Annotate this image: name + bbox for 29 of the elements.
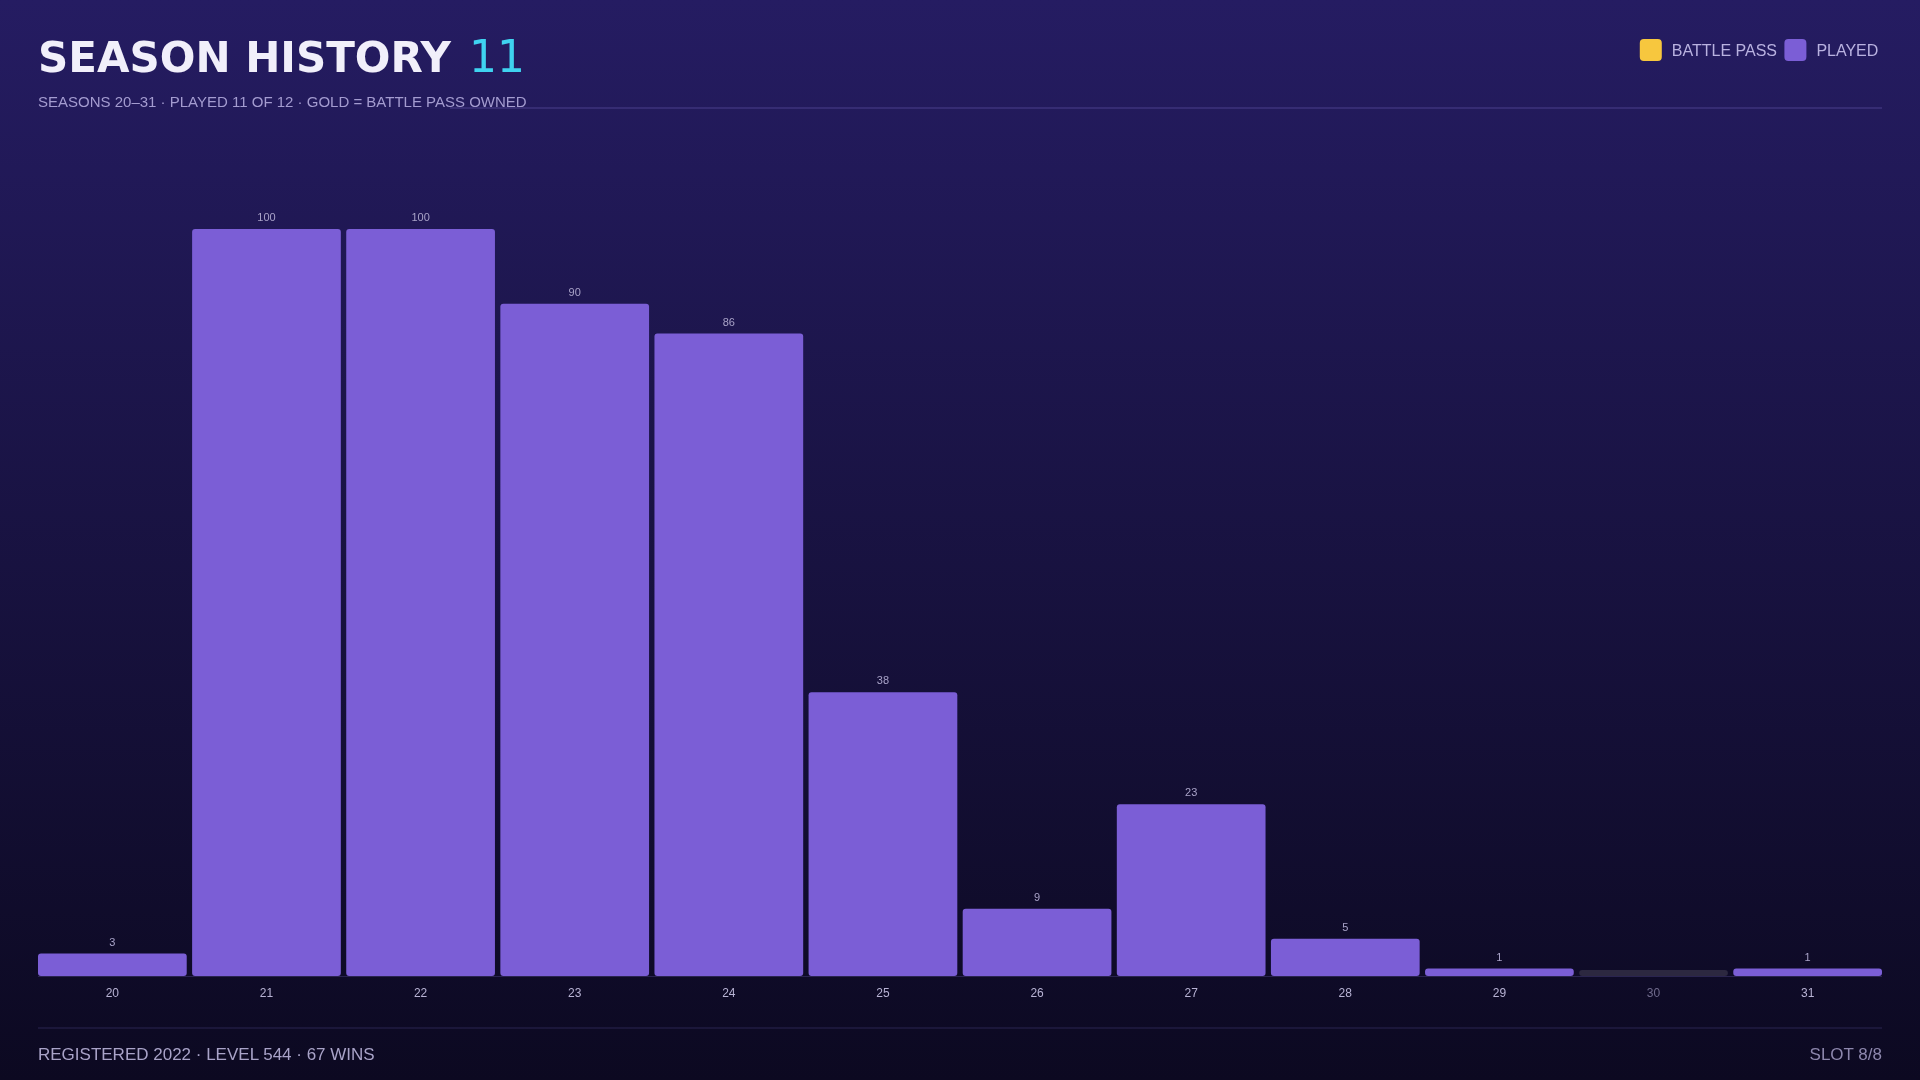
x-tick-label: 26: [1030, 986, 1045, 1000]
x-tick-label: 21: [259, 986, 274, 1000]
data-label: 23: [1185, 786, 1198, 799]
data-label: 3: [109, 935, 116, 948]
x-tick-label: 24: [722, 986, 736, 1000]
x-tick-label: 27: [1184, 986, 1199, 1000]
legend-label: BATTLE PASS: [1671, 42, 1778, 59]
x-tick-label: 30: [1646, 986, 1661, 1000]
data-label: 1: [1804, 950, 1811, 963]
x-tick-label: 20: [105, 986, 120, 1000]
data-label: 90: [568, 285, 581, 298]
data-label: 38: [876, 674, 890, 687]
x-tick-label: 25: [876, 986, 890, 1000]
x-tick-label: 29: [1492, 986, 1507, 1000]
data-label: 100: [257, 211, 276, 223]
data-label: 86: [722, 315, 735, 328]
data-label: 1: [1496, 950, 1503, 963]
chart-title: SEASON HISTORY 11: [38, 31, 526, 82]
text: SLOT 8/8: [1809, 1045, 1882, 1064]
data-label: 5: [1342, 920, 1349, 933]
x-tick-label: 31: [1800, 986, 1815, 1000]
data-label: 9: [1034, 890, 1041, 903]
x-tick-label: 22: [413, 986, 428, 1000]
x-tick-label: 23: [568, 986, 582, 1000]
chart-subtitle: SEASONS 20–31 · PLAYED 11 OF 12 · GOLD = BATTLE PASS OWNED: [38, 93, 527, 110]
legend-label: PLAYED: [1816, 42, 1879, 59]
x-tick-label: 28: [1338, 986, 1353, 1000]
text: REGISTERED 2022 · LEVEL 544 · 67 WINS: [38, 1045, 375, 1064]
data-label: 100: [411, 211, 430, 223]
